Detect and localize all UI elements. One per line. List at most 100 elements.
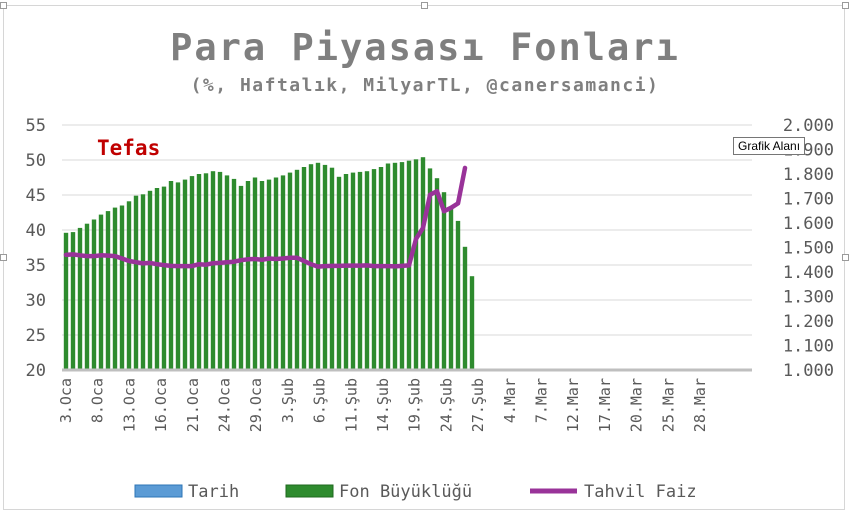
x-tick-label: 25.Mar: [659, 378, 677, 432]
bar-fon-buyuklugu: [238, 185, 244, 370]
x-tick-label: 11.Şub: [342, 378, 360, 432]
bar-fon-buyuklugu: [140, 194, 146, 370]
x-tick-label: 24.Oca: [216, 378, 234, 432]
chart-subtitle: (%, Haftalık, MilyarTL, @canersamanci): [191, 75, 660, 96]
line-series-tahvil-faiz: [63, 165, 468, 269]
bar-fon-buyuklugu: [266, 179, 272, 370]
legend-label-fon-buyuklugu: Fon Büyüklüğü: [339, 482, 472, 502]
bar-fon-buyuklugu: [280, 175, 286, 370]
y-left-tick-label: 30: [26, 291, 46, 311]
x-tick-label: 6.Şub: [311, 378, 329, 423]
y-right-tick-label: 1.400: [783, 263, 834, 283]
bar-fon-buyuklugu: [105, 211, 111, 370]
legend: Tarih Fon Büyüklüğü Tahvil Faiz: [134, 482, 697, 502]
x-tick-label: 24.Şub: [437, 378, 455, 432]
resize-handle-middle-right[interactable]: [842, 254, 849, 261]
bar-fon-buyuklugu: [252, 177, 258, 370]
x-tick-label: 20.Mar: [628, 378, 646, 432]
bar-fon-buyuklugu: [196, 174, 202, 370]
bar-fon-buyuklugu: [364, 171, 370, 370]
bar-fon-buyuklugu: [133, 195, 139, 370]
resize-handle-top-right[interactable]: [842, 2, 849, 9]
legend-label-tahvil-faiz: Tahvil Faiz: [584, 482, 697, 502]
bar-fon-buyuklugu: [350, 172, 356, 370]
x-tick-label: 19.Şub: [406, 378, 424, 432]
legend-swatch-fon-buyuklugu: [285, 484, 334, 498]
bar-fon-buyuklugu: [63, 232, 69, 370]
bar-series-fon-buyuklugu: [63, 157, 475, 370]
x-tick-label: 13.Oca: [120, 378, 138, 432]
x-axis-labels: 3.Oca 8.Oca 13.Oca 16.Oca 21.Oca 24.Oca 29.Oca…: [57, 378, 709, 432]
bar-fon-buyuklugu: [287, 172, 293, 370]
y-right-tick-label: 1.200: [783, 312, 834, 332]
bar-fon-buyuklugu: [427, 168, 433, 370]
resize-handle-middle-left[interactable]: [0, 254, 7, 261]
x-tick-label: 14.Şub: [374, 378, 392, 432]
bar-fon-buyuklugu: [378, 167, 384, 370]
bar-fon-buyuklugu: [469, 276, 475, 370]
bar-fon-buyuklugu: [434, 178, 440, 370]
x-tick-label: 29.Oca: [247, 378, 265, 432]
y-left-tick-label: 50: [26, 151, 46, 171]
legend-swatch-tarih: [134, 484, 183, 498]
left-y-axis-labels: 55 50 45 40 35 30 25 20: [26, 116, 46, 381]
bar-fon-buyuklugu: [210, 171, 216, 370]
y-left-tick-label: 45: [26, 186, 46, 206]
x-tick-label: 17.Mar: [596, 378, 614, 432]
bar-fon-buyuklugu: [294, 169, 300, 370]
x-tick-label: 21.Oca: [184, 378, 202, 432]
x-tick-label: 27.Şub: [469, 378, 487, 432]
legend-label-tarih: Tarih: [188, 482, 239, 502]
bar-fon-buyuklugu: [161, 186, 167, 370]
bar-fon-buyuklugu: [448, 207, 454, 370]
bar-fon-buyuklugu: [77, 227, 83, 370]
bar-fon-buyuklugu: [217, 171, 223, 370]
bar-fon-buyuklugu: [231, 178, 237, 370]
bar-fon-buyuklugu: [147, 190, 153, 370]
bar-fon-buyuklugu: [301, 167, 307, 370]
bar-fon-buyuklugu: [91, 219, 97, 370]
bar-fon-buyuklugu: [126, 201, 132, 370]
bar-fon-buyuklugu: [182, 179, 188, 370]
bar-fon-buyuklugu: [273, 177, 279, 370]
bar-fon-buyuklugu: [203, 173, 209, 370]
x-tick-label: 4.Mar: [501, 378, 519, 423]
bar-fon-buyuklugu: [175, 182, 181, 370]
x-tick-label: 16.Oca: [152, 378, 170, 432]
bar-fon-buyuklugu: [168, 181, 174, 370]
x-tick-label: 12.Mar: [564, 378, 582, 432]
y-left-tick-label: 35: [26, 256, 46, 276]
bar-fon-buyuklugu: [112, 207, 118, 370]
y-right-tick-label: 2.000: [783, 116, 834, 136]
bar-fon-buyuklugu: [224, 175, 230, 370]
bar-fon-buyuklugu: [413, 159, 419, 370]
chart-title: Para Piyasası Fonları: [170, 26, 680, 69]
y-left-tick-label: 25: [26, 326, 46, 346]
bar-fon-buyuklugu: [98, 214, 104, 370]
bar-fon-buyuklugu: [70, 232, 76, 370]
tefas-annotation: Tefas: [97, 136, 160, 160]
right-y-axis-labels: 2.0001.9001.8001.7001.6001.5001.4001.300…: [783, 116, 834, 381]
bar-fon-buyuklugu: [259, 181, 265, 370]
chart-area-tooltip: Grafik Alanı: [733, 137, 806, 155]
bar-fon-buyuklugu: [245, 181, 251, 370]
x-tick-label: 3.Oca: [57, 378, 75, 423]
x-tick-label: 7.Mar: [533, 378, 551, 423]
bar-fon-buyuklugu: [189, 176, 195, 370]
x-tick-label: 28.Mar: [691, 378, 709, 432]
resize-handle-top-center[interactable]: [421, 2, 428, 9]
bar-fon-buyuklugu: [119, 205, 125, 370]
x-tick-label: 3.Şub: [279, 378, 297, 423]
y-right-tick-label: 1.100: [783, 337, 834, 357]
y-right-tick-label: 1.300: [783, 288, 834, 308]
bar-fon-buyuklugu: [336, 176, 342, 370]
resize-handle-top-left[interactable]: [0, 2, 7, 9]
y-left-tick-label: 20: [26, 361, 46, 381]
y-left-tick-label: 55: [26, 116, 46, 136]
y-right-tick-label: 1.600: [783, 214, 834, 234]
y-right-tick-label: 1.000: [783, 361, 834, 381]
y-right-tick-label: 1.800: [783, 165, 834, 185]
bar-fon-buyuklugu: [154, 188, 160, 370]
y-right-tick-label: 1.500: [783, 239, 834, 259]
